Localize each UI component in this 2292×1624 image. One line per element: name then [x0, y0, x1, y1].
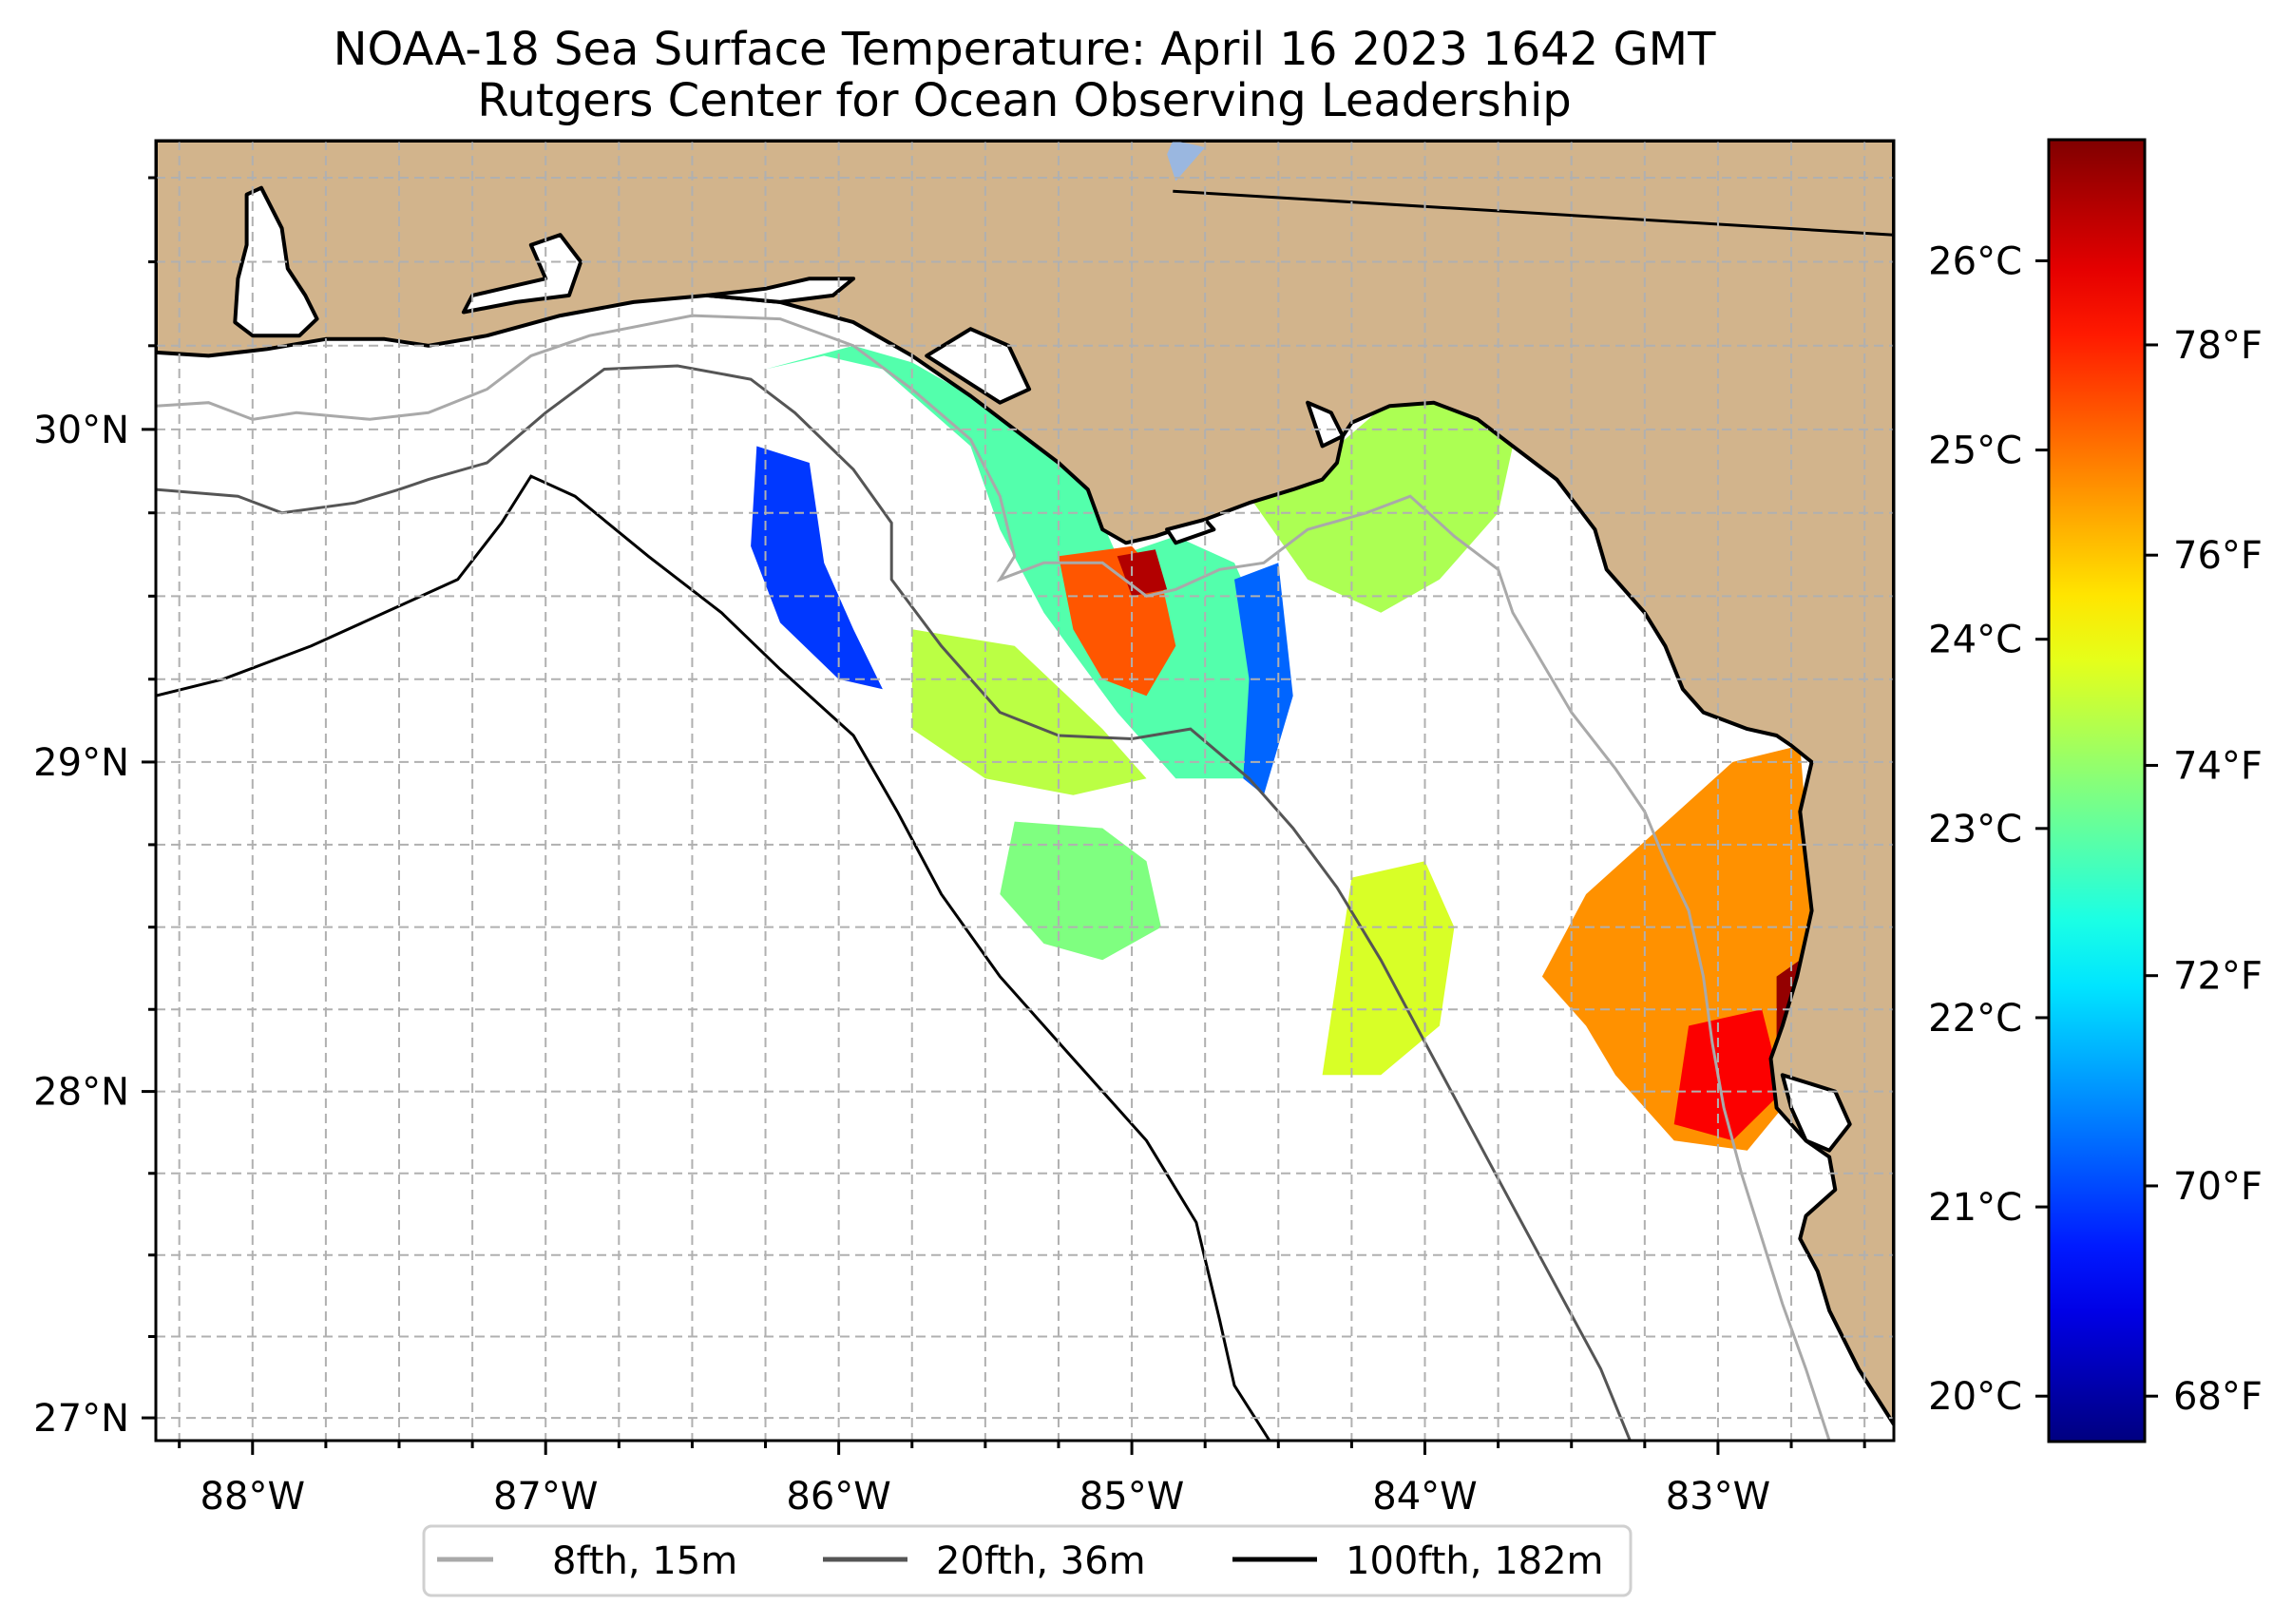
- x-tick-label: 86°W: [786, 1475, 890, 1519]
- fahrenheit-tick-label: 74°F: [2173, 744, 2263, 788]
- bay: [1306, 400, 1346, 449]
- map-area: 88°W 87°W 86°W 85°W 84°W 83°W 27°N 28°N 29°N 30°…: [33, 139, 1896, 1519]
- celsius-tick-label: 24°C: [1928, 619, 2022, 662]
- y-tick-label: 27°N: [33, 1397, 129, 1441]
- sst-patch: [1249, 395, 1513, 613]
- bay: [1165, 517, 1216, 545]
- sst-patch: [911, 629, 1147, 795]
- contour-100fth: [156, 474, 1271, 1441]
- sst-patch: [1673, 1009, 1783, 1141]
- bathymetry-contours: [156, 314, 1831, 1441]
- bay: [233, 185, 319, 338]
- sst-patch: [1000, 821, 1161, 961]
- lake-seminole: [1167, 141, 1206, 182]
- fahrenheit-tick-label: 78°F: [2173, 324, 2263, 368]
- fahrenheit-tick-label: 68°F: [2173, 1375, 2263, 1419]
- bay: [704, 277, 856, 304]
- celsius-tick-label: 20°C: [1928, 1375, 2022, 1419]
- x-axis-ticks: 88°W 87°W 86°W 85°W 84°W 83°W: [178, 1441, 1866, 1519]
- x-tick-label: 88°W: [201, 1475, 305, 1519]
- y-tick-label: 30°N: [33, 409, 129, 452]
- colorbar: 20°C 21°C 22°C 23°C 24°C 25°C 26°C 68°F 70°F 72°…: [1928, 138, 2263, 1443]
- state-border-line: [1173, 189, 1894, 237]
- x-tick-label: 87°W: [493, 1475, 598, 1519]
- celsius-tick-label: 22°C: [1928, 997, 2022, 1041]
- celsius-tick-label: 26°C: [1928, 239, 2022, 283]
- celsius-tick-label: 23°C: [1928, 808, 2022, 851]
- colorbar-fahrenheit-ticks: 68°F 70°F 72°F 74°F 76°F 78°F: [2145, 324, 2263, 1419]
- legend: 8fth, 15m 20fth, 36m 100fth, 182m: [422, 1524, 1633, 1597]
- colorbar-celsius-ticks: 20°C 21°C 22°C 23°C 24°C 25°C 26°C: [1928, 239, 2049, 1419]
- sst-patch: [1322, 861, 1455, 1076]
- y-tick-label: 29°N: [33, 741, 129, 785]
- x-tick-label: 84°W: [1372, 1475, 1477, 1519]
- colorbar-gradient: [2047, 138, 2147, 1443]
- land-layer: [156, 141, 1894, 1426]
- y-tick-label: 28°N: [33, 1071, 129, 1115]
- fahrenheit-tick-label: 72°F: [2173, 955, 2263, 999]
- fahrenheit-tick-label: 76°F: [2173, 534, 2263, 578]
- celsius-tick-label: 25°C: [1928, 430, 2022, 473]
- y-axis-ticks: 27°N 28°N 29°N 30°N: [33, 176, 156, 1441]
- x-tick-label: 83°W: [1666, 1475, 1770, 1519]
- graticule-grid: [156, 141, 1894, 1441]
- legend-label-8fth: 8fth, 15m: [552, 1539, 737, 1583]
- contour-8fth: [156, 314, 1831, 1441]
- legend-label-20fth: 20fth, 36m: [936, 1539, 1146, 1583]
- fahrenheit-tick-label: 70°F: [2173, 1165, 2263, 1209]
- contour-20fth: [156, 364, 1632, 1441]
- chart-subtitle: Rutgers Center for Ocean Observing Leade…: [477, 74, 1572, 127]
- sst-patch: [751, 446, 883, 690]
- chart-title: NOAA-18 Sea Surface Temperature: April 1…: [334, 23, 1716, 76]
- legend-label-100fth: 100fth, 182m: [1346, 1539, 1604, 1583]
- map-frame: [154, 139, 1896, 1442]
- x-tick-label: 85°W: [1079, 1475, 1184, 1519]
- bay: [925, 327, 1032, 405]
- celsius-tick-label: 21°C: [1928, 1186, 2022, 1230]
- legend-box: [422, 1524, 1633, 1597]
